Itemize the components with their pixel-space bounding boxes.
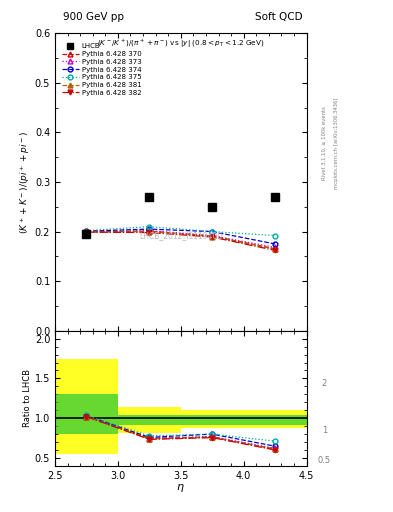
- LHCB: [210, 204, 215, 210]
- Pythia 6.428 374: [273, 241, 277, 247]
- Y-axis label: $(K^+ + K^-)/(pi^+ + pi^-)$: $(K^+ + K^-)/(pi^+ + pi^-)$: [18, 131, 32, 233]
- Pythia 6.428 373: [273, 244, 277, 250]
- Line: Pythia 6.428 374: Pythia 6.428 374: [84, 227, 277, 246]
- Text: 1: 1: [321, 425, 327, 435]
- X-axis label: $\eta$: $\eta$: [176, 482, 185, 494]
- Y-axis label: Ratio to LHCB: Ratio to LHCB: [23, 369, 32, 428]
- Text: Soft QCD: Soft QCD: [255, 11, 303, 22]
- Line: Pythia 6.428 373: Pythia 6.428 373: [84, 228, 277, 250]
- Pythia 6.428 370: [84, 229, 89, 235]
- Pythia 6.428 382: [84, 229, 89, 235]
- Text: LHCB_2012_I1119400: LHCB_2012_I1119400: [139, 231, 222, 240]
- Line: Pythia 6.428 370: Pythia 6.428 370: [84, 229, 277, 251]
- Legend: LHCB, Pythia 6.428 370, Pythia 6.428 373, Pythia 6.428 374, Pythia 6.428 375, Py: LHCB, Pythia 6.428 370, Pythia 6.428 373…: [61, 42, 142, 96]
- Text: Rivet 3.1.10, ≥ 100k events: Rivet 3.1.10, ≥ 100k events: [322, 106, 327, 180]
- Pythia 6.428 375: [84, 227, 89, 233]
- Pythia 6.428 381: [84, 229, 89, 235]
- Pythia 6.428 382: [273, 247, 277, 253]
- Pythia 6.428 373: [210, 232, 215, 239]
- LHCB: [84, 231, 89, 237]
- Pythia 6.428 373: [84, 228, 89, 234]
- Pythia 6.428 381: [147, 228, 152, 234]
- Text: $(K^-/K^+)/(\pi^++\pi^-)$ vs $|y|$ $(0.8 < p_T < 1.2$ GeV$)$: $(K^-/K^+)/(\pi^++\pi^-)$ vs $|y|$ $(0.8…: [97, 38, 264, 50]
- LHCB: [273, 194, 277, 200]
- Pythia 6.428 370: [147, 228, 152, 234]
- Pythia 6.428 370: [210, 233, 215, 239]
- Pythia 6.428 375: [210, 228, 215, 234]
- Pythia 6.428 374: [147, 226, 152, 232]
- Line: LHCB: LHCB: [83, 193, 279, 238]
- Text: 900 GeV pp: 900 GeV pp: [63, 11, 124, 22]
- Line: Pythia 6.428 381: Pythia 6.428 381: [84, 229, 277, 251]
- Text: 0.5: 0.5: [318, 456, 331, 465]
- Pythia 6.428 370: [273, 246, 277, 252]
- Pythia 6.428 381: [273, 246, 277, 252]
- Pythia 6.428 373: [147, 227, 152, 233]
- LHCB: [147, 194, 152, 200]
- Pythia 6.428 374: [210, 228, 215, 234]
- Line: Pythia 6.428 375: Pythia 6.428 375: [84, 224, 277, 238]
- Pythia 6.428 381: [210, 233, 215, 240]
- Pythia 6.428 382: [147, 229, 152, 236]
- Text: 2: 2: [321, 379, 327, 389]
- Text: mcplots.cern.ch [arXiv:1306.3436]: mcplots.cern.ch [arXiv:1306.3436]: [334, 98, 338, 189]
- Pythia 6.428 375: [273, 232, 277, 239]
- Pythia 6.428 374: [84, 228, 89, 234]
- Line: Pythia 6.428 382: Pythia 6.428 382: [84, 230, 277, 253]
- Pythia 6.428 375: [147, 224, 152, 230]
- Pythia 6.428 382: [210, 234, 215, 240]
